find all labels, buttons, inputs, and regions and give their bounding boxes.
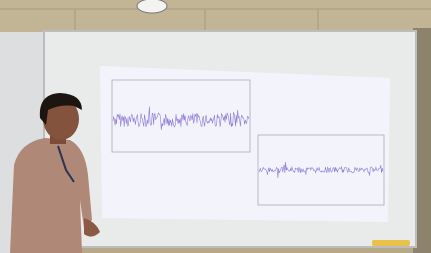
projection bbox=[100, 66, 390, 222]
marker-tray bbox=[372, 240, 410, 246]
wall-top bbox=[0, 0, 431, 32]
wall-clock bbox=[137, 0, 167, 13]
photo-scene bbox=[0, 0, 431, 253]
shirt bbox=[10, 138, 92, 253]
